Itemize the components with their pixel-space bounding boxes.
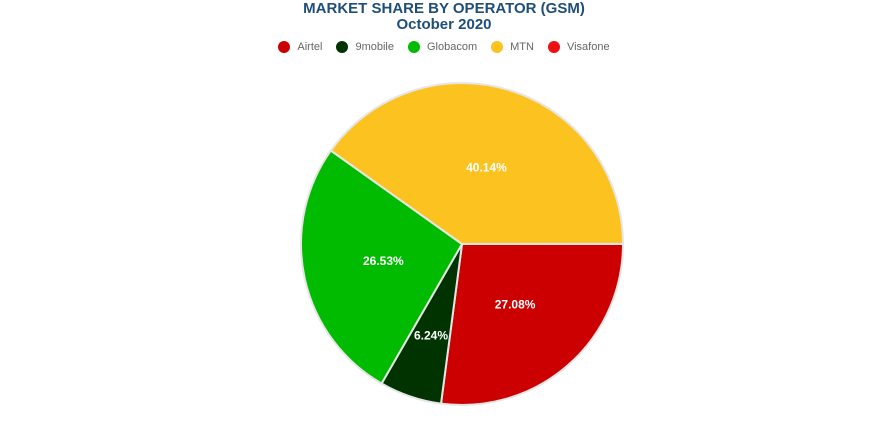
- chart-subtitle: October 2020: [396, 16, 492, 33]
- legend-swatch-9mobile: [336, 41, 349, 53]
- legend-swatch-visafone: [547, 41, 560, 53]
- legend-swatch-mtn: [491, 41, 504, 53]
- legend-label-9mobile: 9mobile: [355, 41, 394, 53]
- pie-label-airtel: 27.08%: [495, 298, 536, 312]
- legend-item-mtn[interactable]: MTN: [491, 41, 534, 53]
- chart-legend: Airtel 9mobile Globacom MTN Visafone: [0, 41, 888, 53]
- legend-item-airtel[interactable]: Airtel: [278, 41, 322, 53]
- pie-slice-mtn[interactable]: [329, 82, 625, 246]
- pie-slice-airtel[interactable]: [439, 243, 625, 406]
- legend-item-visafone[interactable]: Visafone: [547, 41, 610, 53]
- pie-slice-globacom[interactable]: [300, 149, 464, 385]
- pie-label-globacom: 26.53%: [363, 254, 404, 268]
- pie-label-mtn: 40.14%: [466, 160, 507, 174]
- pie-label-9mobile: 6.24%: [414, 328, 448, 342]
- chart-title-line1: MARKET SHARE BY OPERATOR (GSM): [303, 0, 585, 17]
- legend-label-globacom: Globacom: [427, 41, 478, 53]
- legend-label-airtel: Airtel: [297, 41, 323, 53]
- legend-item-9mobile[interactable]: 9mobile: [336, 41, 394, 53]
- chart-title: MARKET SHARE BY OPERATOR (GSM) October 2…: [0, 1, 888, 33]
- legend-item-globacom[interactable]: Globacom: [408, 41, 477, 53]
- legend-swatch-airtel: [278, 41, 291, 53]
- legend-label-visafone: Visafone: [566, 41, 610, 53]
- legend-swatch-globacom: [408, 41, 420, 53]
- legend-label-mtn: MTN: [510, 41, 534, 53]
